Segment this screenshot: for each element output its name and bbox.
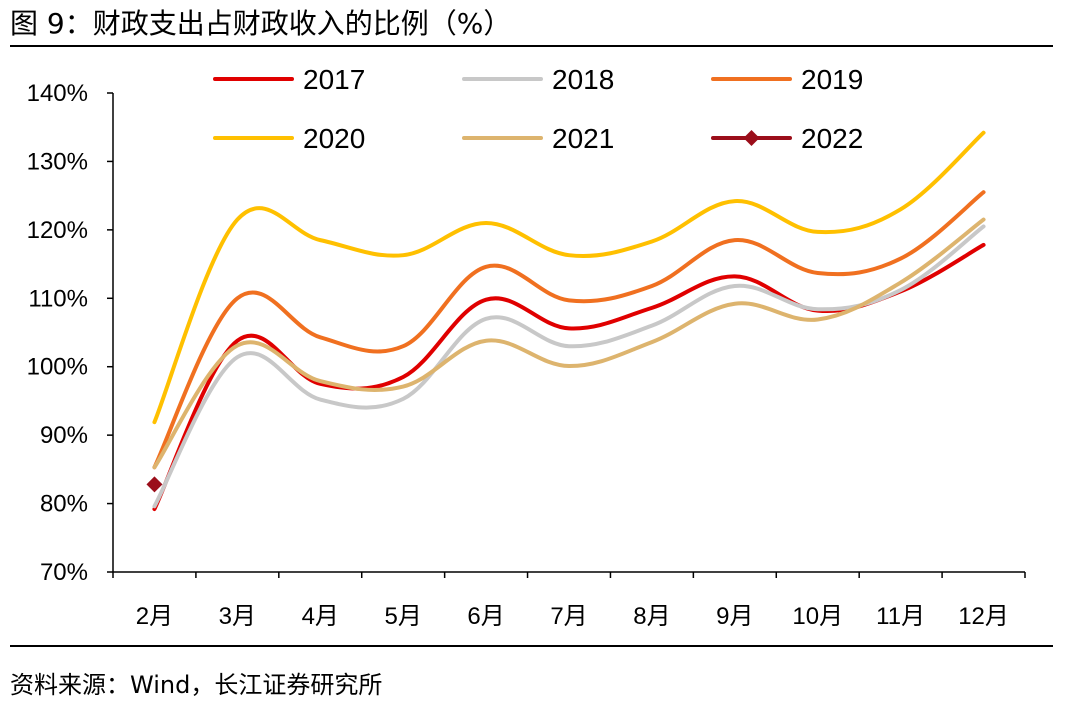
y-tick-label: 100%	[27, 354, 88, 381]
y-tick-label: 70%	[40, 559, 88, 586]
figure-title: 图 9：财政支出占财政收入的比例（%）	[10, 7, 512, 40]
footer-divider	[10, 645, 1053, 647]
legend-marker	[743, 130, 760, 146]
legend-item-2017: 2017	[213, 64, 365, 95]
source-note: 资料来源：Wind，长江证券研究所	[10, 671, 383, 699]
y-axis-ticks: 70% 80% 90% 100% 110% 120% 130% 140%	[27, 80, 113, 586]
y-tick-label: 90%	[40, 422, 88, 449]
x-axis-ticks: 2月 3月 4月 5月 6月 7月 8月 9月 10月 11月 12月	[112, 572, 1026, 630]
legend-label: 2022	[801, 123, 863, 154]
legend-item-2022: 2022	[711, 123, 863, 154]
x-tick-label: 3月	[219, 603, 256, 630]
series-2017	[152, 242, 986, 512]
chart-axes	[112, 93, 1025, 573]
line-2018	[152, 224, 986, 509]
x-tick-label: 9月	[716, 603, 753, 630]
y-tick-label: 80%	[40, 491, 88, 518]
legend-item-2020: 2020	[213, 123, 365, 154]
y-tick-label: 120%	[27, 217, 88, 244]
x-tick-label: 6月	[467, 603, 504, 630]
line-2017	[152, 242, 986, 512]
chart-legend: 2017 2018 2019 2020 2021 2022	[213, 64, 863, 154]
legend-label: 2018	[552, 64, 614, 95]
x-tick-label: 11月	[876, 603, 925, 630]
y-tick-label: 110%	[28, 285, 88, 312]
line-2020	[152, 130, 986, 425]
x-tick-label: 12月	[958, 603, 1009, 630]
series-2019	[152, 190, 986, 470]
legend-label: 2017	[303, 64, 365, 95]
x-tick-label: 2月	[136, 603, 173, 630]
x-tick-label: 5月	[385, 603, 422, 630]
legend-label: 2020	[303, 123, 365, 154]
x-tick-label: 7月	[550, 603, 587, 630]
y-tick-label: 140%	[27, 80, 88, 107]
legend-item-2021: 2021	[462, 123, 614, 154]
x-tick-label: 4月	[302, 603, 339, 630]
line-2019	[152, 190, 986, 470]
y-tick-label: 130%	[27, 148, 88, 175]
point-2022-2月	[146, 476, 163, 493]
x-tick-label: 10月	[792, 603, 843, 630]
legend-label: 2019	[801, 64, 863, 95]
x-tick-label: 8月	[633, 603, 670, 630]
series-2022	[146, 476, 163, 493]
series-lines	[146, 130, 986, 512]
legend-item-2019: 2019	[711, 64, 863, 95]
legend-label: 2021	[552, 123, 614, 154]
legend-item-2018: 2018	[462, 64, 614, 95]
series-2018	[152, 224, 986, 509]
line-2021	[152, 217, 986, 470]
series-2020	[152, 130, 986, 425]
title-divider	[10, 45, 1053, 47]
series-2021	[152, 217, 986, 470]
